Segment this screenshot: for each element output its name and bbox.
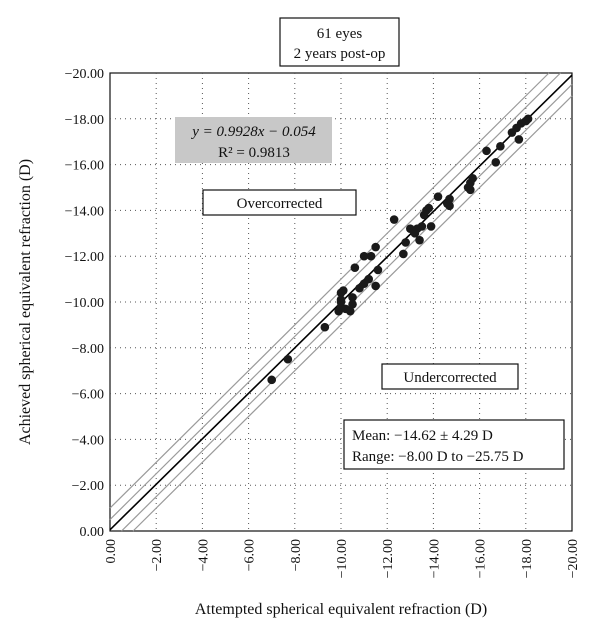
- overcorrected-label: Overcorrected: [237, 196, 323, 212]
- x-tick-label: −8.00: [289, 539, 304, 571]
- data-point: [320, 322, 330, 332]
- y-tick-labels: 0.00 −2.00 −4.00 −6.00 −8.00 −10.00 −12.00 −14.…: [65, 67, 104, 540]
- x-tick-label: −18.00: [520, 539, 535, 578]
- overcorrected-box: [202, 189, 357, 216]
- title-box: [279, 17, 400, 67]
- data-point: [496, 141, 505, 151]
- x-tick-labels: 0.00 −2.00 −4.00 −6.00 −8.00 −10.00 −12.00 −14.…: [104, 539, 581, 578]
- data-point: [364, 274, 374, 284]
- data-point: [466, 185, 475, 195]
- x-tick-label: −10.00: [335, 539, 350, 578]
- regression-equation: y = 0.9928x − 0.054: [190, 124, 316, 140]
- x-tick-label: 0.00: [104, 539, 119, 564]
- data-point: [359, 251, 369, 261]
- y-tick-label: −14.00: [65, 204, 104, 219]
- data-point: [514, 135, 524, 144]
- x-tick-label: −16.00: [474, 539, 489, 578]
- data-point: [445, 201, 454, 211]
- data-point: [283, 354, 293, 364]
- data-point: [468, 174, 477, 183]
- y-axis-title: Achieved spherical equivalent refraction…: [17, 159, 34, 445]
- x-tick-label: −20.00: [566, 539, 581, 578]
- data-point: [350, 263, 360, 272]
- y-tick-label: −4.00: [72, 433, 104, 448]
- y-tick-label: 0.00: [80, 525, 105, 540]
- data-point: [415, 235, 424, 245]
- data-point: [371, 242, 380, 252]
- y-tick-label: −12.00: [65, 250, 104, 265]
- undercorrected-box: [381, 363, 519, 390]
- y-tick-label: −2.00: [72, 479, 104, 494]
- data-point: [424, 203, 434, 213]
- data-point: [523, 114, 533, 124]
- data-point: [336, 295, 346, 305]
- x-tick-label: −14.00: [427, 539, 442, 578]
- undercorrected-label: Undercorrected: [403, 370, 497, 386]
- data-point: [417, 222, 427, 231]
- data-point: [345, 306, 355, 316]
- data-point: [348, 293, 357, 302]
- data-point: [482, 146, 491, 156]
- data-point: [433, 192, 443, 201]
- data-point: [267, 375, 277, 385]
- y-tick-label: −6.00: [72, 388, 104, 403]
- stats-mean: Mean: −14.62 ± 4.29 D: [352, 428, 493, 444]
- data-point: [348, 299, 357, 309]
- data-points: [267, 114, 533, 385]
- data-point: [371, 281, 380, 291]
- data-point: [445, 194, 454, 204]
- x-tick-label: −2.00: [150, 539, 165, 571]
- data-point: [491, 158, 501, 167]
- y-tick-label: −10.00: [65, 296, 104, 311]
- y-tick-label: −16.00: [65, 159, 104, 174]
- y-tick-label: −18.00: [65, 113, 104, 128]
- data-point: [373, 265, 383, 275]
- data-point: [426, 222, 436, 231]
- data-point: [389, 215, 399, 224]
- x-tick-label: −4.00: [196, 539, 211, 571]
- data-point: [366, 251, 376, 261]
- x-tick-label: −12.00: [381, 539, 396, 578]
- stats-range: Range: −8.00 D to −25.75 D: [352, 449, 524, 465]
- data-point: [401, 238, 410, 247]
- x-tick-label: −6.00: [243, 539, 258, 571]
- equation-box: [175, 117, 332, 163]
- r-squared-label: R² = 0.9813: [218, 145, 290, 161]
- reference-line: [109, 72, 550, 509]
- data-point: [399, 249, 408, 259]
- y-tick-label: −20.00: [65, 67, 104, 82]
- title-line-2: 2 years post-op: [294, 46, 386, 62]
- data-point: [339, 286, 348, 295]
- y-tick-label: −8.00: [72, 342, 104, 357]
- title-line-1: 61 eyes: [317, 26, 363, 42]
- stats-box: [343, 419, 565, 470]
- x-axis-title: Attempted spherical equivalent refractio…: [195, 601, 487, 618]
